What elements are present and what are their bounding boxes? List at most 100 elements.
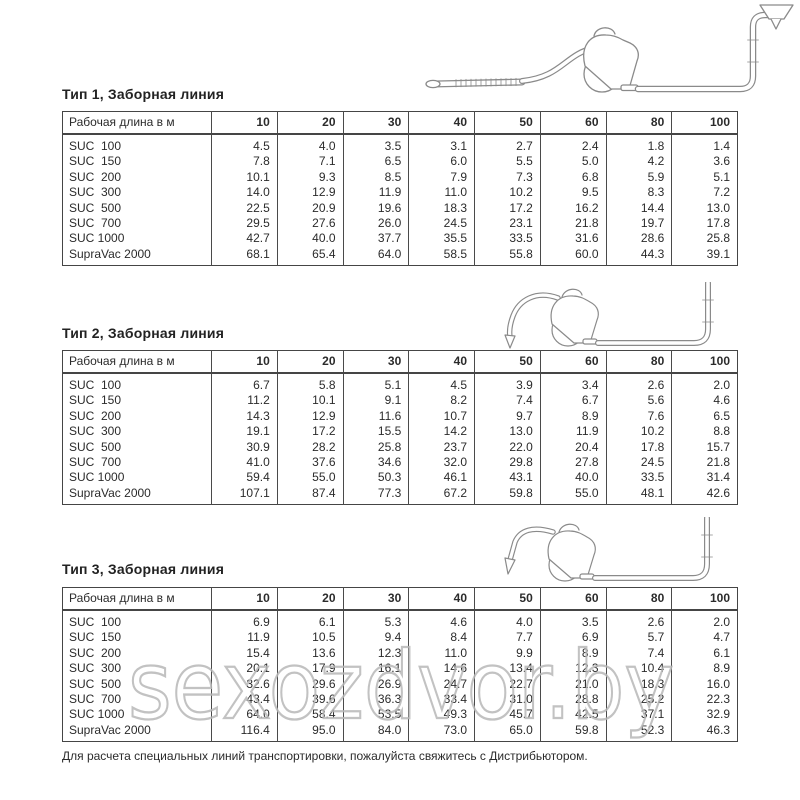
- value-cell: 5.1: [671, 169, 738, 186]
- model-label: SUC 100: [69, 378, 122, 392]
- value-cell: 1.4: [671, 134, 738, 155]
- section-title-type-1: Тип 1, Заборная линия: [62, 86, 225, 102]
- value-cell: 46.1: [408, 470, 475, 486]
- value-cell: 59.8: [474, 485, 541, 505]
- value-cell: 4.0: [276, 134, 343, 155]
- value-cell: 10.7: [408, 408, 475, 425]
- value-cell: 28.8: [539, 692, 606, 708]
- value-cell: 6.1: [276, 610, 343, 631]
- vacuum-unit-illustration-type-1: [425, 4, 794, 93]
- value-cell: 73.0: [408, 722, 475, 742]
- model-label: SupraVac 2000: [69, 722, 151, 737]
- table-row: SUC 150 11.2 10.1 9.1 8.2 7.4 6.7 5.6 4.6: [63, 393, 738, 409]
- model-label: SUC 700: [69, 216, 122, 231]
- value-cell: 19.7: [605, 216, 672, 232]
- header-row: Рабочая длина в м 10 20 30 40 50 60 80 100: [62, 111, 738, 135]
- value-cell: 58.4: [276, 707, 343, 723]
- value-cell: 11.2: [211, 393, 278, 409]
- value-cell: 14.4: [605, 200, 672, 217]
- value-cell: 10.4: [605, 661, 672, 677]
- table-row: SUC 200 15.4 13.6 12.3 11.0 9.9 8.9 7.4 6.1: [63, 645, 738, 662]
- column-header: 30: [342, 587, 409, 611]
- value-cell: 67.2: [408, 485, 475, 505]
- value-cell: 35.5: [408, 231, 475, 247]
- value-cell: 68.1: [211, 246, 278, 266]
- model-label: SUC 100: [69, 615, 122, 629]
- value-cell: 5.0: [539, 154, 606, 170]
- value-cell: 21.0: [539, 676, 606, 693]
- value-cell: 7.1: [276, 154, 343, 170]
- value-cell: 11.9: [539, 424, 606, 440]
- table-row: SUC 150 7.8 7.1 6.5 6.0 5.5 5.0 4.2 3.6: [63, 154, 738, 170]
- model-label: SUC 200: [69, 169, 122, 184]
- table-row: SUC 500 32.6 29.6 26.9 24.7 22.7 21.0 18.3 16.0: [63, 676, 738, 693]
- model-label: SUC 300: [69, 185, 122, 200]
- value-cell: 17.8: [605, 439, 672, 456]
- value-cell: 22.3: [671, 692, 738, 708]
- value-cell: 3.5: [342, 134, 409, 155]
- table-row: SUC 100 4.5 4.0 3.5 3.1 2.7 2.4 1.8 1.4: [63, 134, 738, 155]
- value-cell: 7.6: [605, 408, 672, 425]
- value-cell: 29.8: [474, 455, 541, 471]
- value-cell: 8.2: [408, 393, 475, 409]
- table-row: SUC 100 6.9 6.1 5.3 4.6 4.0 3.5 2.6 2.0: [63, 610, 738, 631]
- value-cell: 7.7: [474, 630, 541, 646]
- value-cell: 95.0: [276, 722, 343, 742]
- value-cell: 7.2: [671, 185, 738, 201]
- value-cell: 6.0: [408, 154, 475, 170]
- value-cell: 13.0: [671, 200, 738, 217]
- value-cell: 10.2: [474, 185, 541, 201]
- value-cell: 7.8: [211, 154, 278, 170]
- value-cell: 33.5: [474, 231, 541, 247]
- value-cell: 48.1: [605, 485, 672, 505]
- value-cell: 16.1: [342, 661, 409, 677]
- column-header: 10: [211, 350, 278, 374]
- value-cell: 6.9: [539, 630, 606, 646]
- value-cell: 7.4: [474, 393, 541, 409]
- value-cell: 9.7: [474, 408, 541, 425]
- table-row: SUC 500 30.9 28.2 25.8 23.7 22.0 20.4 17.8 15.7: [63, 439, 738, 456]
- column-header: 50: [474, 587, 541, 611]
- value-cell: 31.6: [539, 231, 606, 247]
- working-length-table-type-3: Рабочая длина в м 10 20 30 40 50 60 80 100 SUC …: [62, 587, 738, 743]
- column-header: 50: [474, 111, 541, 135]
- value-cell: 30.9: [211, 439, 278, 456]
- value-cell: 9.9: [474, 645, 541, 662]
- value-cell: 6.9: [211, 610, 278, 631]
- table-row: SUC 500 22.5 20.9 19.6 18.3 17.2 16.2 14.4 13.0: [63, 200, 738, 217]
- value-cell: 55.0: [276, 470, 343, 486]
- model-label: SUC 300: [69, 424, 122, 439]
- table-row: SupraVac 2000 116.4 95.0 84.0 73.0 65.0 59.8 52…: [63, 722, 738, 742]
- value-cell: 59.4: [211, 470, 278, 486]
- value-cell: 2.6: [605, 373, 672, 394]
- value-cell: 10.1: [211, 169, 278, 186]
- value-cell: 43.1: [474, 470, 541, 486]
- value-cell: 27.6: [276, 216, 343, 232]
- value-cell: 8.9: [539, 408, 606, 425]
- value-cell: 55.0: [539, 485, 606, 505]
- value-cell: 15.4: [211, 645, 278, 662]
- value-cell: 14.2: [408, 424, 475, 440]
- value-cell: 18.3: [605, 676, 672, 693]
- value-cell: 11.9: [211, 630, 278, 646]
- model-label: SUC 500: [69, 439, 122, 454]
- value-cell: 31.0: [474, 692, 541, 708]
- value-cell: 10.5: [276, 630, 343, 646]
- value-cell: 37.6: [276, 455, 343, 471]
- value-cell: 55.8: [474, 246, 541, 266]
- value-cell: 4.0: [474, 610, 541, 631]
- value-cell: 87.4: [276, 485, 343, 505]
- value-cell: 5.6: [605, 393, 672, 409]
- value-cell: 15.5: [342, 424, 409, 440]
- working-length-table-type-2: Рабочая длина в м 10 20 30 40 50 60 80 100 SUC …: [62, 350, 738, 506]
- value-cell: 4.5: [211, 134, 278, 155]
- value-cell: 7.3: [474, 169, 541, 186]
- value-cell: 19.6: [342, 200, 409, 217]
- value-cell: 4.6: [671, 393, 738, 409]
- value-cell: 39.6: [276, 692, 343, 708]
- table-row: SupraVac 2000 107.1 87.4 77.3 67.2 59.8 55.0 48…: [63, 485, 738, 505]
- value-cell: 6.7: [539, 393, 606, 409]
- value-cell: 4.7: [671, 630, 738, 646]
- column-header: 80: [605, 350, 672, 374]
- value-cell: 22.7: [474, 676, 541, 693]
